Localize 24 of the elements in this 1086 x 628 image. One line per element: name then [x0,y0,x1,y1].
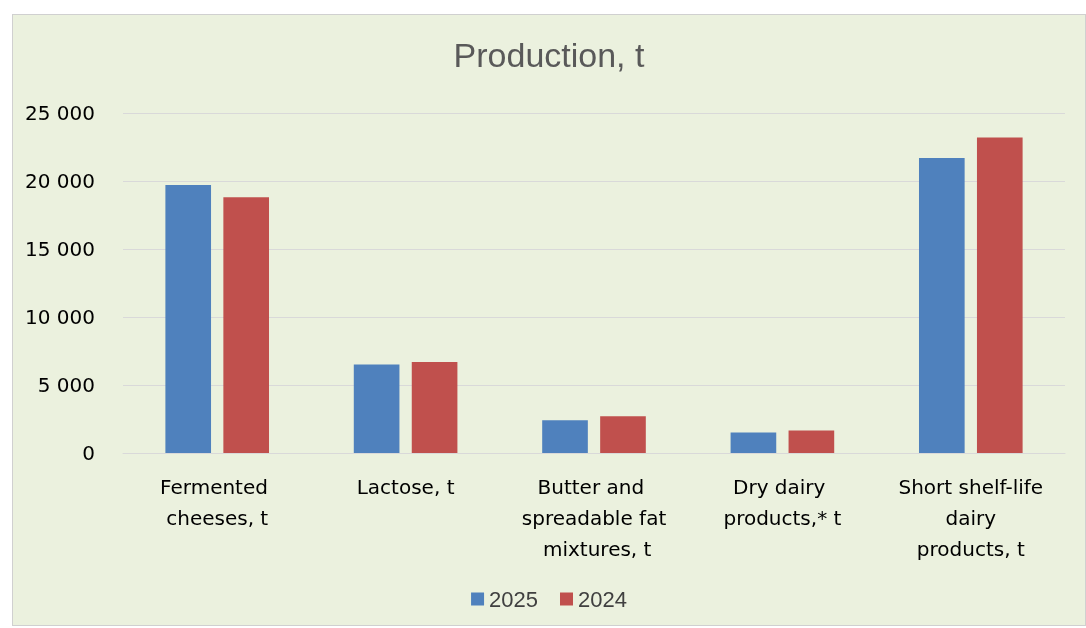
y-tick-label: 5 000 [37,373,95,397]
bar [918,157,965,453]
bar [600,416,646,453]
legend-label: 2024 [578,586,627,612]
chart-title: Production, t [453,36,645,74]
bar [730,432,777,453]
bar [223,197,270,453]
bar [411,361,458,453]
x-tick-label: Short shelf-life dairy products, t [898,474,1044,561]
x-tick-label: Fermented cheeses, t [160,474,275,530]
y-tick-label: 25 000 [25,101,95,125]
bar [165,185,212,453]
x-tick-label: Butter and spreadable fat mixtures, t [521,474,667,561]
y-tick-label: 10 000 [25,305,95,329]
legend-label: 2025 [489,586,539,612]
y-tick-label: 0 [82,441,95,465]
x-tick-label: Dry dairy products,* t [723,474,842,530]
x-tick-label: Lactose, t [356,474,455,499]
y-tick-label: 15 000 [25,237,95,261]
bar [976,137,1023,453]
y-tick-label: 20 000 [25,169,95,193]
bar [353,364,400,453]
bar [788,430,835,453]
bar [542,420,588,453]
